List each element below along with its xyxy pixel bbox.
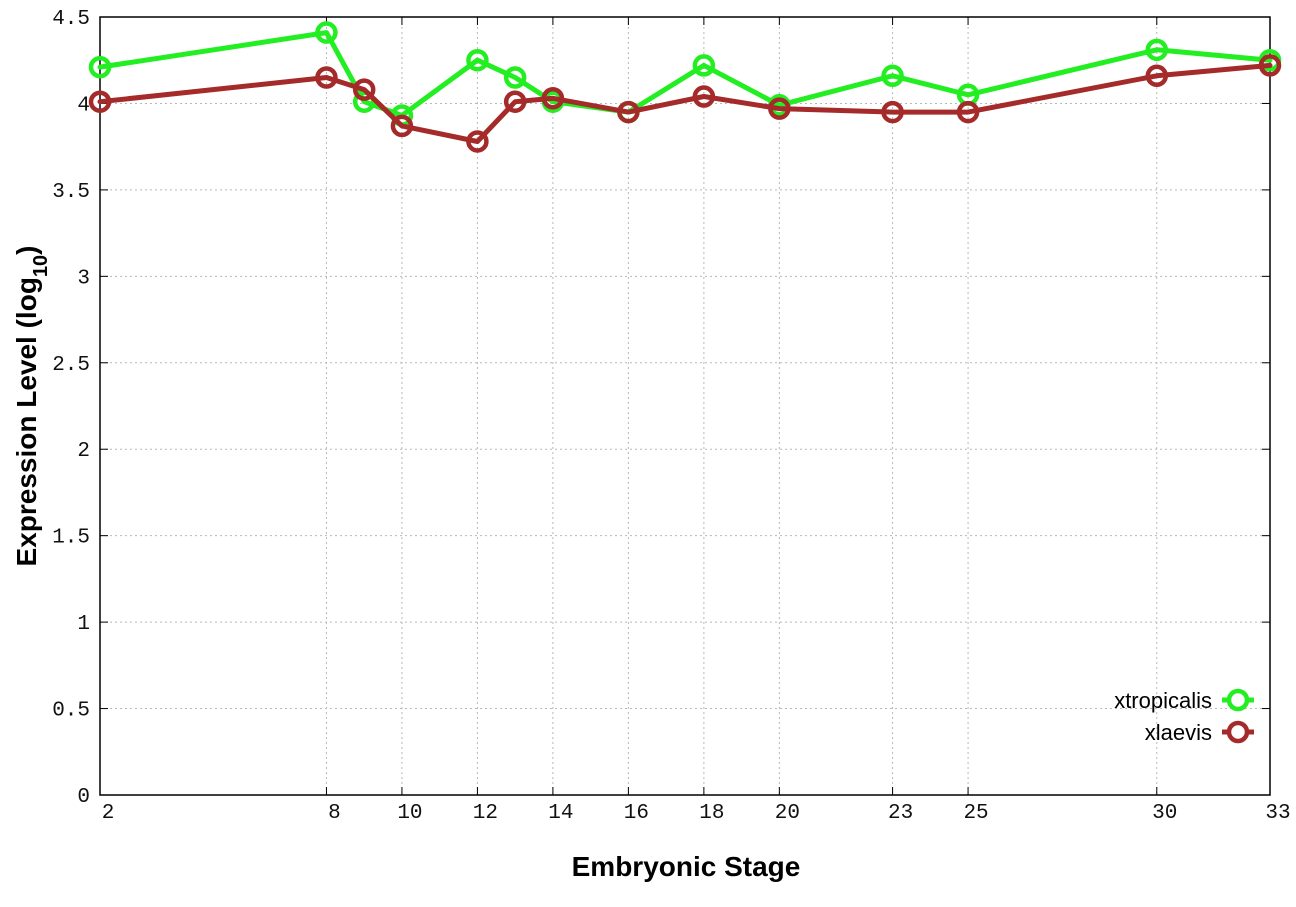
y-tick-label: 4.5 [52, 8, 90, 31]
y-tick-label: 2.5 [52, 354, 90, 377]
x-tick-label: 8 [328, 802, 341, 825]
y-tick-label: 2 [77, 440, 90, 463]
legend-swatch-marker-xtropicalis [1226, 688, 1250, 712]
legend-label-xtropicalis: xtropicalis [1114, 688, 1212, 713]
y-axis-title-close: ) [11, 246, 42, 255]
x-tick-label: 10 [397, 802, 422, 825]
y-axis-title-main: Expression Level (log [11, 277, 42, 566]
legend: xtropicalis xlaevis [1114, 688, 1254, 745]
x-tick-label: 33 [1265, 802, 1290, 825]
grid [100, 17, 1270, 795]
x-tick-label: 25 [963, 802, 988, 825]
data-point-xlaevis [352, 78, 376, 101]
x-tick-label: 30 [1152, 802, 1177, 825]
y-tick-label: 0 [77, 786, 90, 809]
data-point-xlaevis [768, 97, 791, 120]
x-tick-label: 12 [473, 802, 498, 825]
data-point-xlaevis [617, 100, 640, 124]
data-point-xlaevis [1258, 54, 1282, 77]
data-point-xlaevis [466, 130, 489, 153]
data-point-xtropicalis [881, 64, 904, 88]
legend-swatch-marker-xlaevis [1226, 720, 1250, 744]
data-point-xlaevis [503, 90, 527, 113]
data-point-xtropicalis [88, 55, 112, 79]
data-point-xlaevis [881, 100, 904, 124]
y-tick-label: 3 [77, 267, 90, 290]
data-point-xlaevis [692, 85, 716, 108]
data-point-xlaevis [88, 90, 112, 113]
data-point-xlaevis [956, 100, 980, 124]
y-tick-label: 4 [77, 94, 90, 117]
x-tick-label: 14 [548, 802, 573, 825]
x-tick-label: 16 [624, 802, 649, 825]
axes: 0 0.5 1 1.5 2 2.5 3 3.5 4 4.5 2 8 10 12 14 16 18 20 23 25 30… [52, 8, 1290, 825]
data-point-xtropicalis [1145, 38, 1169, 62]
legend-label-xlaevis: xlaevis [1145, 720, 1212, 745]
y-tick-label: 1.5 [52, 527, 90, 550]
data-point-xlaevis [315, 66, 338, 89]
x-tick-label: 18 [699, 802, 724, 825]
y-axis-title: Expression Level (log10) [11, 246, 52, 567]
series-layer [88, 21, 1282, 153]
x-tick-label: 23 [888, 802, 913, 825]
data-point-xtropicalis [466, 48, 489, 72]
y-tick-label: 0.5 [52, 700, 90, 723]
y-tick-label: 1 [77, 613, 90, 636]
data-point-xtropicalis [315, 21, 338, 44]
plot-frame [99, 16, 1271, 796]
series-xlaevis [88, 54, 1282, 153]
data-point-xtropicalis [503, 66, 527, 89]
data-point-xlaevis [1145, 64, 1169, 88]
data-point-xlaevis [541, 87, 565, 110]
y-tick-label: 3.5 [52, 181, 90, 204]
series-xtropicalis [88, 21, 1282, 127]
x-tick-label: 20 [775, 802, 800, 825]
x-tick-label: 2 [102, 802, 115, 825]
x-axis-title: Embryonic Stage [572, 851, 801, 882]
y-axis-title-subscript: 10 [30, 255, 52, 277]
data-point-xtropicalis [692, 54, 716, 77]
data-point-xlaevis [390, 114, 414, 138]
